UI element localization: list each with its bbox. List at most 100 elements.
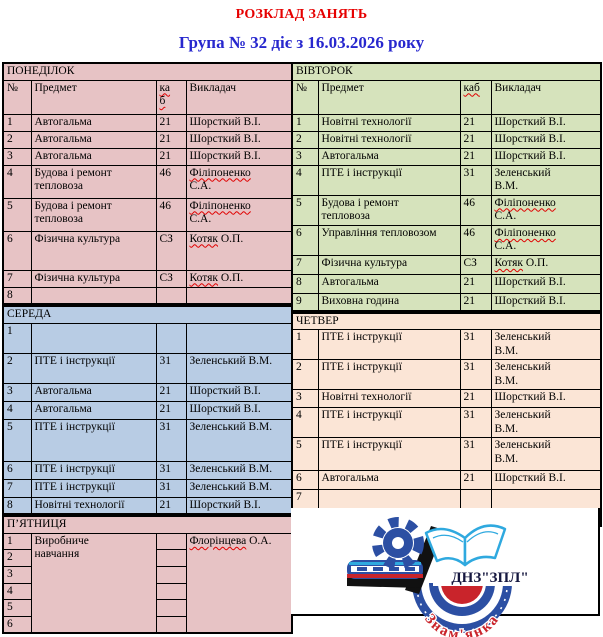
- subject-label: ПТЕ і інструкції: [34, 420, 115, 433]
- lesson-number: 4: [2, 164, 32, 199]
- subject-label: Виробниче навчання: [34, 534, 89, 561]
- teacher-cell: Шорсткий В.І.: [490, 273, 602, 294]
- logo-arc-rings: [412, 583, 512, 634]
- monday-row-1: 1 Автогальма 21 Шорсткий В.І.: [2, 113, 293, 132]
- room-cell: СЗ: [459, 254, 492, 275]
- lesson-number: 3: [2, 147, 32, 166]
- subject-cell: Будова і ремонт тепловоза: [30, 164, 157, 199]
- tuesday-row-8: 8 Автогальма 21 Шорсткий В.І.: [291, 273, 602, 294]
- lesson-number: 4: [291, 164, 319, 196]
- subject-cell: Новітні технології: [317, 389, 461, 409]
- subject-label: Автогальма: [34, 132, 92, 145]
- room-cell: [155, 286, 187, 305]
- tuesday-row-3: 3 Автогальма 21 Шорсткий В.І.: [291, 147, 602, 166]
- thursday-row-4: 4 ПТЕ і інструкції 31 Зеленський В.М.: [291, 407, 602, 439]
- teacher-name: Шорсткий В.І.: [494, 132, 566, 145]
- subject-label: Управління тепловозом: [321, 226, 437, 239]
- room-cell: [155, 549, 187, 567]
- col-header-teacher-label: Викладач: [494, 81, 542, 94]
- col-header-room-label: каб: [463, 81, 480, 94]
- teacher-name: С.А.: [494, 240, 517, 253]
- subject-label: Автогальма: [34, 115, 92, 128]
- subject-label: Новітні технології: [321, 391, 412, 404]
- subject-cell: Фізична культура: [30, 230, 157, 271]
- room-cell: [155, 565, 187, 584]
- teacher-cell: Шорсткий В.І.: [490, 292, 602, 312]
- teacher-cell: Зеленський В.М.: [185, 478, 293, 498]
- subject-label: Виховна година: [321, 294, 400, 307]
- right-column: ВІВТОРОК № Предмет каб Викладач 1 Новітні техн…: [291, 62, 603, 527]
- lesson-number: 9: [291, 292, 319, 312]
- gear-icon: [372, 517, 424, 569]
- teacher-cell: Шорсткий В.І.: [185, 382, 293, 402]
- room-cell: СЗ: [155, 269, 187, 288]
- subject-cell: Новітні технології: [317, 113, 461, 132]
- tuesday-row-4: 4 ПТЕ і інструкції 31 Зеленський В.М.: [291, 164, 602, 196]
- teacher-name: Шорсткий В.І.: [494, 294, 566, 307]
- teacher-name-wavy: Котяк: [189, 271, 218, 284]
- room-cell: 31: [459, 329, 492, 361]
- teacher-name-wavy: Котяк: [494, 256, 523, 269]
- col-header-num-label: №: [7, 81, 18, 94]
- teacher-cell: Шорсткий В.І.: [185, 400, 293, 420]
- tuesday-table: ВІВТОРОК № Предмет каб Викладач 1 Новітні техн…: [291, 62, 603, 312]
- tuesday-row-6: 6 Управління тепловозом 46 Філіпоненко С.А.: [291, 224, 602, 256]
- subject-cell: Автогальма: [30, 400, 157, 420]
- thursday-row-3: 3 Новітні технології 21 Шорсткий В.І.: [291, 389, 602, 409]
- group-subtitle: Група № 32 діє з 16.03.2026 року: [178, 33, 425, 52]
- thursday-row-6: 6 Автогальма 21 Шорсткий В.І.: [291, 470, 602, 491]
- subject-label: Автогальма: [321, 275, 379, 288]
- teacher-cell: Шорсткий В.І.: [490, 147, 602, 166]
- col-header-teacher: Викладач: [490, 79, 602, 115]
- subject-cell: [30, 322, 157, 354]
- col-header-room: ка б: [155, 79, 187, 115]
- lesson-number: 1: [2, 113, 32, 132]
- room-cell: 31: [155, 352, 187, 384]
- lesson-number: 4: [2, 400, 32, 420]
- subject-cell: Новітні технології: [30, 496, 157, 515]
- subject-cell: Будова і ремонт тепловоза: [30, 197, 157, 232]
- subject-cell: ПТЕ і інструкції: [30, 478, 157, 498]
- room-cell: 21: [459, 389, 492, 409]
- subject-label: Новітні технології: [321, 132, 412, 145]
- subject-cell: ПТЕ і інструкції: [30, 352, 157, 384]
- teacher-cell: Шорсткий В.І.: [490, 113, 602, 132]
- monday-row-2: 2 Автогальма 21 Шорсткий В.І.: [2, 130, 293, 149]
- lesson-number: 3: [2, 565, 32, 584]
- tuesday-row-5: 5 Будова і ремонт тепловоза 46 Філіпоненко …: [291, 194, 602, 226]
- lesson-number: 3: [291, 147, 319, 166]
- teacher-name: С.А.: [494, 210, 517, 223]
- teacher-name: Шорсткий В.І.: [189, 402, 261, 415]
- lesson-number: 5: [2, 599, 32, 617]
- thursday-table: ЧЕТВЕР 1 ПТЕ і інструкції 31 Зеленський В.М.…: [291, 311, 602, 527]
- subject-cell: ПТЕ і інструкції: [317, 329, 461, 361]
- teacher-cell: Шорсткий В.І.: [490, 389, 602, 409]
- teacher-cell: Шорсткий В.І.: [185, 496, 293, 515]
- room-cell: 21: [459, 147, 492, 166]
- teacher-cell: Зеленський В.М.: [490, 359, 602, 391]
- room-cell: 31: [459, 164, 492, 196]
- teacher-name: Шорсткий В.І.: [189, 384, 261, 397]
- thursday-row-2: 2 ПТЕ і інструкції 31 Зеленський В.М.: [291, 359, 602, 391]
- subject-cell: Автогальма: [30, 147, 157, 166]
- teacher-cell: Котяк О.П.: [185, 230, 293, 271]
- subject-cell: ПТЕ і інструкції: [317, 359, 461, 391]
- col-header-num-label: №: [296, 81, 307, 94]
- subject-cell: ПТЕ і інструкції: [30, 460, 157, 480]
- lesson-number: 2: [291, 130, 319, 149]
- friday-row-2: 2: [2, 549, 292, 567]
- tuesday-row-7: 7 Фізична культура СЗ Котяк О.П.: [291, 254, 602, 275]
- teacher-name-wavy: Філіпоненко: [189, 199, 251, 212]
- monday-row-7: 7 Фізична культура СЗ Котяк О.П.: [2, 269, 293, 288]
- room-cell: [155, 615, 187, 634]
- teacher-name: О.А.: [246, 534, 272, 547]
- teacher-name: Шорсткий В.І.: [494, 115, 566, 128]
- teacher-name: С.А.: [189, 213, 212, 226]
- subject-label: Фізична культура: [34, 271, 121, 284]
- wednesday-row-6: 6 ПТЕ і інструкції 31 Зеленський В.М.: [2, 460, 293, 480]
- lesson-number: 2: [2, 130, 32, 149]
- col-header-teacher-label: Викладач: [189, 81, 237, 94]
- room-cell: 21: [155, 382, 187, 402]
- teacher-name: О.П.: [217, 271, 244, 284]
- document-title: РОЗКЛАД ЗАНЯТЬ: [235, 7, 368, 22]
